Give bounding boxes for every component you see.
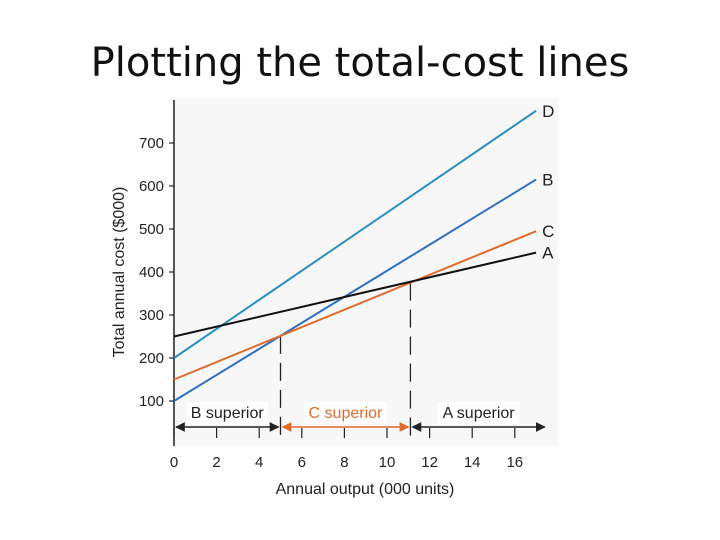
region-label: C superior — [309, 405, 383, 422]
x-tick-label: 12 — [421, 454, 438, 471]
y-tick-label: 500 — [139, 221, 164, 238]
series-line-a — [173, 251, 537, 338]
series-label-b: B — [542, 171, 553, 190]
x-tick-label: 8 — [340, 454, 348, 471]
x-tick-label: 16 — [506, 454, 523, 471]
region-label-background — [186, 402, 269, 424]
x-tick-label: 4 — [255, 454, 263, 471]
region-label-background — [304, 402, 387, 424]
y-tick-label: 700 — [139, 135, 164, 152]
x-tick-label: 14 — [464, 454, 481, 471]
x-tick-label: 10 — [379, 454, 396, 471]
y-tick-label: 300 — [139, 307, 164, 324]
y-tick-label: 400 — [139, 264, 164, 281]
y-tick-label: 600 — [139, 178, 164, 195]
x-axis-title: Annual output (000 units) — [276, 481, 455, 498]
y-axis-title: Total annual cost ($000) — [111, 187, 128, 358]
region-label-background — [437, 402, 520, 424]
y-tick-label: 200 — [139, 350, 164, 367]
slide-title: Plotting the total-cost lines — [90, 40, 630, 86]
y-tick-label: 100 — [139, 393, 164, 410]
x-tick-label: 2 — [212, 454, 220, 471]
series-line-b — [173, 178, 537, 402]
plot-background — [172, 98, 558, 446]
x-tick-label: 6 — [298, 454, 306, 471]
x-tick-label: 0 — [170, 454, 178, 471]
series-label-a: A — [542, 244, 554, 263]
series-line-c — [173, 230, 537, 381]
series-label-c: C — [542, 222, 554, 241]
region-label: B superior — [191, 405, 265, 422]
region-label: A superior — [443, 405, 516, 422]
series-line-d — [173, 109, 537, 359]
series-label-d: D — [542, 102, 554, 121]
